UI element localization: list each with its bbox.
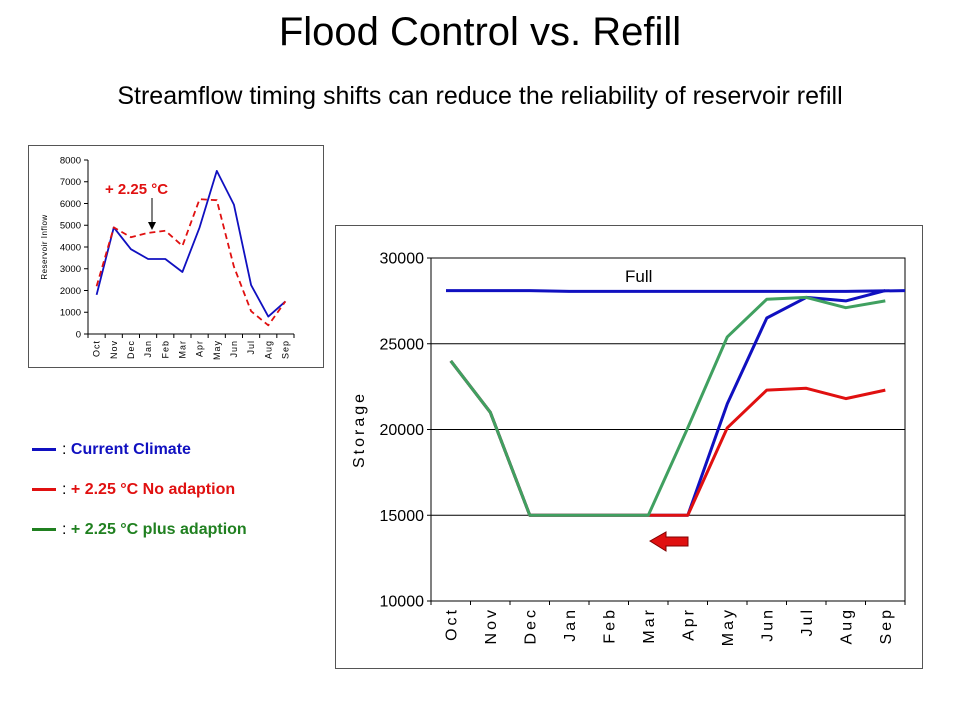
series-line-2	[95, 198, 287, 327]
x-tick-label: Feb	[601, 607, 618, 644]
series-line-1	[446, 289, 906, 293]
x-tick-label: Apr	[195, 340, 205, 357]
x-tick-label: Aug	[263, 340, 273, 359]
annotation-arrow-head	[148, 222, 156, 230]
y-tick-label: 3000	[60, 264, 81, 275]
y-tick-label: 0	[76, 329, 81, 340]
y-tick-label: 20000	[380, 422, 425, 439]
legend-label-no-adaption: + 2.25 °C No adaption	[70, 481, 236, 498]
series-line-3	[449, 359, 886, 517]
page-title: Flood Control vs. Refill	[278, 10, 682, 54]
x-tick-label: Jan	[562, 607, 579, 642]
x-tick-label: Aug	[838, 607, 855, 644]
series-line-1	[95, 169, 286, 318]
legend-separator: :	[62, 441, 67, 458]
y-tick-label: 25000	[380, 336, 425, 353]
x-tick-label: May	[212, 340, 222, 360]
legend-item-current-climate: : Current Climate	[32, 441, 191, 459]
x-tick-label: Mar	[178, 340, 188, 359]
x-tick-label: Oct	[92, 340, 102, 357]
y-tick-label: 1000	[60, 308, 81, 319]
legend-item-no-adaption: : + 2.25 °C No adaption	[32, 481, 235, 499]
x-tick-label: Jun	[229, 340, 239, 358]
inflow-annotation: + 2.25 °C	[105, 181, 168, 198]
y-tick-label: 30000	[380, 251, 425, 268]
legend-item-plus-adaption: : + 2.25 °C plus adaption	[32, 521, 247, 539]
y-tick-label: 7000	[60, 177, 81, 188]
storage-chart-panel: 10000 15000 20000 25000 30000 Oct Nov Dec Jan Feb…	[335, 225, 923, 669]
page-subtitle: Streamflow timing shifts can reduce the …	[117, 82, 843, 110]
inflow-chart: 0 1000 2000 3000 4000 5000 6000 7000 8000 Oct Nov D…	[40, 155, 295, 360]
shift-arrow-icon	[649, 531, 689, 552]
y-axis-title: Storage	[351, 391, 368, 468]
legend-separator: :	[62, 481, 67, 498]
x-tick-label: Nov	[483, 607, 500, 644]
y-tick-label: 6000	[60, 199, 81, 210]
legend-swatch-current	[32, 448, 56, 452]
legend-separator: :	[62, 521, 67, 538]
x-tick-label: Feb	[160, 340, 170, 359]
x-tick-label: Oct	[443, 607, 460, 641]
storage-chart: 10000 15000 20000 25000 30000 Oct Nov Dec Jan Feb…	[351, 251, 906, 646]
legend-swatch-no-adaption	[32, 488, 56, 492]
x-tick-label: Dec	[522, 607, 539, 644]
x-tick-label: May	[720, 607, 737, 646]
x-tick-label: Jul	[246, 340, 256, 355]
x-tick-label: Nov	[109, 340, 119, 359]
y-tick-label: 5000	[60, 221, 81, 232]
x-tick-label: Jun	[759, 607, 776, 642]
full-annotation: Full	[625, 267, 652, 286]
x-tick-label: Apr	[680, 607, 697, 641]
inflow-chart-panel: 0 1000 2000 3000 4000 5000 6000 7000 8000 Oct Nov D…	[28, 145, 324, 368]
legend-label-plus-adaption: + 2.25 °C plus adaption	[70, 521, 247, 538]
x-tick-label: Sep	[281, 340, 291, 359]
y-axis-title: Reservoir Inflow	[40, 214, 49, 279]
y-tick-label: 15000	[380, 508, 425, 525]
y-tick-label: 2000	[60, 286, 81, 297]
y-tick-label: 4000	[60, 242, 81, 253]
legend-swatch-plus-adaption	[32, 528, 56, 532]
x-tick-label: Sep	[878, 607, 895, 644]
y-tick-label: 10000	[380, 594, 425, 611]
legend-label-current: Current Climate	[70, 441, 191, 458]
x-tick-label: Jan	[143, 340, 153, 358]
series-line-4	[449, 295, 886, 517]
x-tick-label: Dec	[126, 340, 136, 359]
x-tick-label: Jul	[799, 607, 816, 636]
x-tick-label: Mar	[641, 607, 658, 644]
y-tick-label: 8000	[60, 155, 81, 166]
